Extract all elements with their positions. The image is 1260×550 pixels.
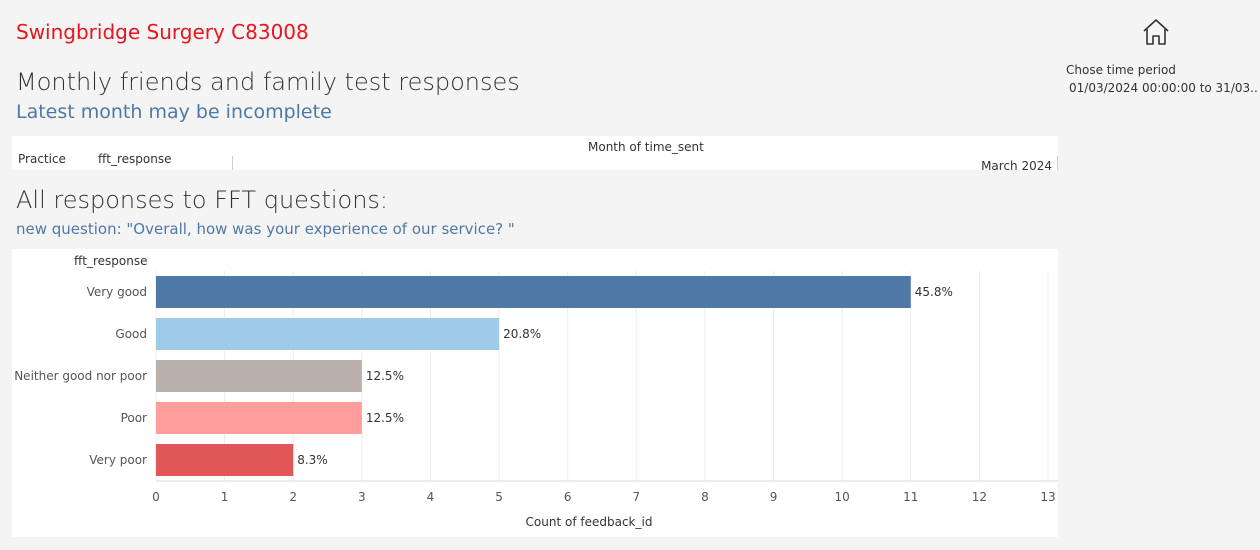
table-divider-right bbox=[1057, 156, 1058, 170]
practice-title: Swingbridge Surgery C83008 bbox=[16, 20, 309, 44]
category-label-very-poor: Very poor bbox=[89, 453, 147, 467]
bar-good bbox=[156, 318, 500, 350]
bar-neither-good-nor-poor bbox=[156, 360, 362, 392]
period-dropdown[interactable]: 01/03/2024 00:00:00 to 31/03.. bbox=[1069, 81, 1257, 95]
row-header: fft_response bbox=[74, 254, 147, 268]
home-icon[interactable] bbox=[1141, 18, 1171, 46]
x-tick-label-2: 2 bbox=[289, 490, 297, 504]
x-tick-label-13: 13 bbox=[1040, 490, 1055, 504]
bar-very-poor bbox=[156, 444, 294, 476]
x-tick-label-1: 1 bbox=[221, 490, 229, 504]
data-label-poor: 12.5% bbox=[366, 411, 404, 425]
data-label-neither-good-nor-poor: 12.5% bbox=[366, 369, 404, 383]
x-tick-label-9: 9 bbox=[770, 490, 778, 504]
category-label-poor: Poor bbox=[121, 411, 147, 425]
data-label-good: 20.8% bbox=[503, 327, 541, 341]
col-header-month-of-time-sent: Month of time_sent bbox=[588, 140, 704, 154]
col-header-practice: Practice bbox=[18, 152, 66, 166]
data-label-very-poor: 8.3% bbox=[297, 453, 328, 467]
category-label-very-good: Very good bbox=[87, 285, 147, 299]
bar-poor bbox=[156, 402, 362, 434]
x-tick-label-7: 7 bbox=[632, 490, 640, 504]
table-divider bbox=[232, 156, 233, 170]
x-tick-label-3: 3 bbox=[358, 490, 366, 504]
monthly-table: Practice fft_response Month of time_sent… bbox=[12, 136, 1058, 170]
x-tick-label-5: 5 bbox=[495, 490, 503, 504]
monthly-subtitle: Latest month may be incomplete bbox=[16, 101, 332, 123]
category-label-good: Good bbox=[115, 327, 147, 341]
monthly-title: Monthly friends and family test response… bbox=[16, 68, 520, 96]
bar-very-good bbox=[156, 276, 911, 308]
x-tick-label-12: 12 bbox=[972, 490, 987, 504]
fft-title: All responses to FFT questions: bbox=[16, 186, 388, 214]
data-label-very-good: 45.8% bbox=[915, 285, 953, 299]
x-axis-label: Count of feedback_id bbox=[526, 515, 653, 529]
x-tick-label-11: 11 bbox=[903, 490, 918, 504]
x-tick-label-0: 0 bbox=[152, 490, 160, 504]
period-label: Chose time period bbox=[1066, 63, 1176, 77]
col-header-month: March 2024 bbox=[981, 159, 1052, 170]
fft-subtitle: new question: "Overall, how was your exp… bbox=[16, 220, 515, 238]
col-header-fft-response: fft_response bbox=[98, 152, 172, 166]
x-tick-label-10: 10 bbox=[835, 490, 850, 504]
fft-bar-chart-svg: fft_response Very good 45.8% Good 20.8% Neith… bbox=[14, 254, 1058, 529]
x-tick-label-6: 6 bbox=[564, 490, 572, 504]
category-label-neither-good-nor-poor: Neither good nor poor bbox=[14, 369, 147, 383]
fft-bar-chart: fft_response Very good 45.8% Good 20.8% Neith… bbox=[12, 249, 1058, 537]
x-tick-label-8: 8 bbox=[701, 490, 709, 504]
x-tick-label-4: 4 bbox=[427, 490, 435, 504]
